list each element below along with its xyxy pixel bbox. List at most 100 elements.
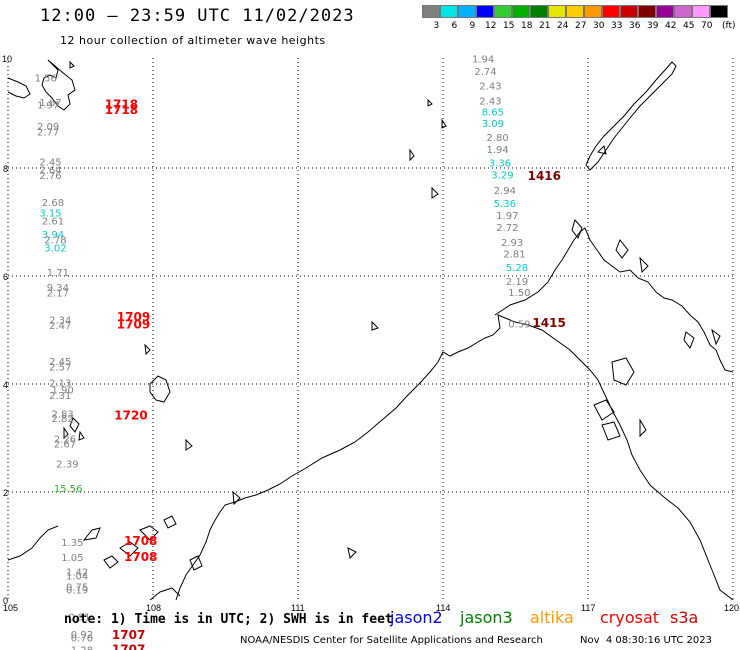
page-subtitle: 12 hour collection of altimeter wave hei… <box>60 34 326 47</box>
color-legend <box>422 5 728 18</box>
wave-height-value: 3.15 <box>39 209 61 220</box>
legend-swatch <box>620 5 638 18</box>
legend-swatch <box>602 5 620 18</box>
wave-height-value: 2.82 <box>52 414 74 425</box>
wave-height-value: 2.47 <box>49 321 71 332</box>
legend-swatch <box>458 5 476 18</box>
wave-height-value: 2.45 <box>39 157 61 168</box>
lon-label: 108 <box>146 603 161 613</box>
generated-timestamp: Nov 4 08:30:16 UTC 2023 <box>580 635 712 646</box>
wave-height-value: 1.90 <box>52 386 74 397</box>
legend-label: 27 <box>575 21 587 31</box>
wave-height-value: 2.77 <box>37 128 59 139</box>
wave-height-value: 3.02 <box>44 244 66 255</box>
legend-label: 33 <box>611 21 623 31</box>
pass-time-label: 1709 <box>117 310 150 324</box>
wave-height-value: 2.09 <box>37 122 59 133</box>
wave-height-value: 2.76 <box>39 171 61 182</box>
wave-height-value: 2.94 <box>494 186 516 197</box>
lon-label: 105 <box>3 603 18 613</box>
legend-swatch <box>710 5 728 18</box>
legend-swatch <box>656 5 674 18</box>
wave-height-value: 5.28 <box>506 263 528 274</box>
lat-label: 8 <box>3 164 8 174</box>
wave-height-value: 1.04 <box>66 572 88 583</box>
wave-height-value: 0.59 <box>508 319 530 330</box>
wave-height-value: 2.93 <box>501 238 523 249</box>
legend-label: 18 <box>521 21 533 31</box>
wave-height-value: 2.34 <box>49 316 71 327</box>
legend-label: 12 <box>485 21 497 31</box>
legend-label: 9 <box>469 21 476 31</box>
wave-height-value: 1.56 <box>35 74 57 85</box>
wave-height-value: 3.94 <box>42 230 64 241</box>
wave-height-value: 0.75 <box>66 582 88 593</box>
wave-height-value: 5.36 <box>494 199 516 210</box>
legend-swatch <box>584 5 602 18</box>
pass-time-label: 1416 <box>528 169 561 183</box>
pass-time-label: 1709 <box>117 317 150 331</box>
wave-height-value: 2.78 <box>44 236 66 247</box>
wave-height-value: 2.43 <box>479 96 501 107</box>
wave-height-value: 15.56 <box>54 484 83 495</box>
legend-label: 15 <box>503 21 515 31</box>
pass-time-label: 1718 <box>105 103 138 117</box>
wave-height-readings: 1.561.671.972.092.772.452.642.762.683.15… <box>35 55 531 650</box>
wave-height-value: 1.50 <box>508 288 530 299</box>
wave-height-value: 8.65 <box>482 108 504 119</box>
satellite-altika: altika <box>530 608 574 627</box>
wave-height-value: 2.43 <box>479 82 501 93</box>
legend-swatch <box>494 5 512 18</box>
wave-height-value: 2.19 <box>506 277 528 288</box>
legend-label: 36 <box>629 21 641 31</box>
wave-height-value: 1.42 <box>66 568 88 579</box>
legend-swatch <box>422 5 440 18</box>
wave-height-value: 1.35 <box>61 538 83 549</box>
wave-height-value: 2.31 <box>49 391 71 402</box>
wave-height-value: 0.19 <box>66 586 88 597</box>
pass-time-label: 1415 <box>532 316 565 330</box>
lat-label: 2 <box>3 488 8 498</box>
credit-line: NOAA/NESDIS Center for Satellite Applica… <box>240 635 543 646</box>
satellite-jason3: jason3 <box>460 608 513 627</box>
wave-height-value: 2.67 <box>54 440 76 451</box>
pass-time-label: 1718 <box>105 98 138 112</box>
legend-swatch <box>638 5 656 18</box>
legend-label: 30 <box>593 21 605 31</box>
legend-label: 45 <box>683 21 695 31</box>
lat-label: 0 <box>3 596 8 606</box>
lat-label: 10 <box>2 54 12 64</box>
coastlines <box>7 59 734 601</box>
wave-height-value: 2.39 <box>56 460 78 471</box>
pass-time-label: 1707 <box>112 643 145 650</box>
pass-time-label: 1708 <box>124 534 157 548</box>
wave-height-value: 1.28 <box>71 646 93 650</box>
legend-swatch <box>566 5 584 18</box>
legend-label: 3 <box>433 21 440 31</box>
legend-unit: (ft) <box>722 21 736 31</box>
wave-height-value: 0.91 <box>68 613 90 624</box>
wave-height-value: 1.67 <box>39 98 61 109</box>
lat-label: 4 <box>3 380 8 390</box>
pass-time-label: 1708 <box>124 550 157 564</box>
legend-swatch <box>440 5 458 18</box>
legend-swatch <box>548 5 566 18</box>
satellite-s3a: s3a <box>670 608 699 627</box>
wave-height-value: 1.97 <box>37 101 59 112</box>
legend-label: 39 <box>647 21 659 31</box>
latitude-labels: 10 8 6 4 2 0 <box>2 54 12 606</box>
wave-height-value: 2.81 <box>503 250 525 261</box>
lon-label: 120 <box>724 603 739 613</box>
wave-height-value: 0.70 <box>71 634 93 645</box>
pass-time-label: 1720 <box>114 409 147 423</box>
legend-label: 24 <box>557 21 569 31</box>
legend-swatch <box>530 5 548 18</box>
footer-note: note: 1) Time is in UTC; 2) SWH is in fe… <box>64 612 393 627</box>
graticule <box>7 58 734 600</box>
wave-height-value: 1.71 <box>47 268 69 279</box>
wave-height-value: 2.26 <box>54 434 76 445</box>
wave-height-value: 3.36 <box>489 158 511 169</box>
wave-height-value: 1.97 <box>496 211 518 222</box>
